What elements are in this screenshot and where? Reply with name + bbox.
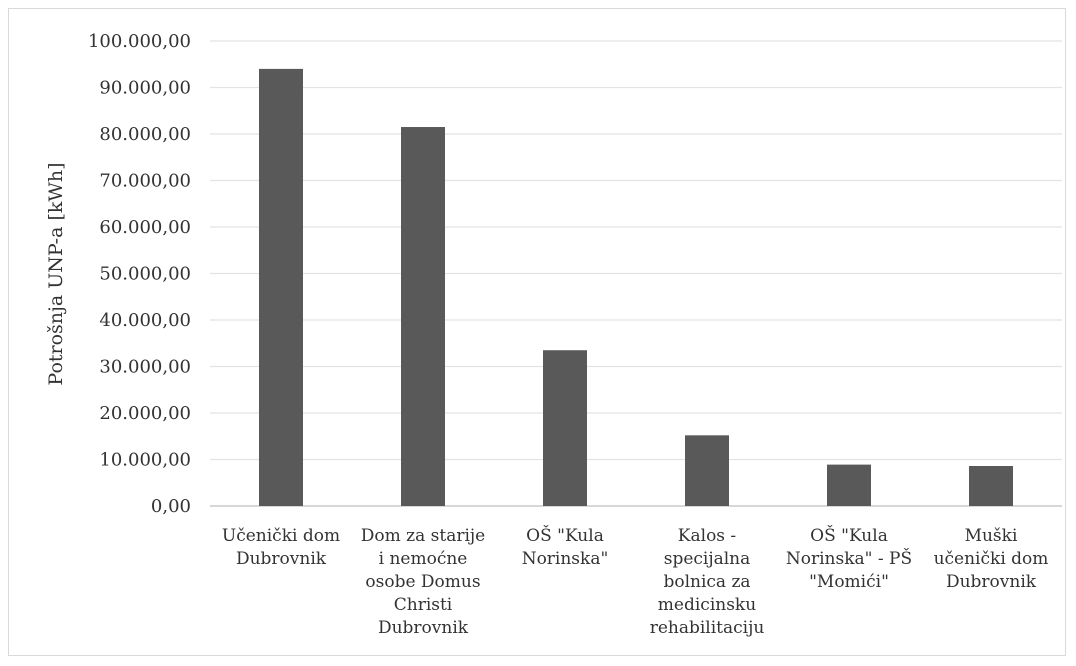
- category-labels: Učenički dom Dubrovnik Dom za starije i nem…: [222, 525, 1049, 638]
- y-tick-label: 90.000,00: [99, 78, 191, 99]
- y-tick-label: 40.000,00: [99, 310, 191, 331]
- x-category-label: Kalos -specijalna bolnica za medicinsku reh…: [650, 526, 765, 638]
- y-tick-label: 70.000,00: [99, 171, 191, 192]
- bar: [969, 466, 1013, 506]
- x-category-label: Dom za starije i nemoćne osobe Domus Christ…: [361, 526, 485, 638]
- bars: [259, 68, 1013, 507]
- x-category-label: Učenički dom Dubrovnik: [222, 526, 340, 569]
- bar: [543, 350, 587, 506]
- y-tick-label: 20.000,00: [99, 403, 191, 424]
- y-tick-label: 60.000,00: [99, 217, 191, 238]
- y-tick-label: 80.000,00: [99, 124, 191, 145]
- y-tick-label: 0,00: [151, 496, 191, 517]
- y-tick-label: 10.000,00: [99, 450, 191, 471]
- chart-frame: [8, 8, 1066, 656]
- y-axis-title: Potrošnja UNP-a [kWh]: [45, 162, 67, 385]
- y-axis-ticks: 0,00 10.000,00 20.000,00 30.000,00 40.000,00…: [88, 31, 191, 517]
- y-tick-label: 100.000,00: [88, 31, 191, 52]
- x-category-label: Muški učenički dom Dubrovnik: [934, 526, 1049, 592]
- bar: [827, 464, 871, 506]
- y-tick-label: 30.000,00: [99, 357, 191, 378]
- gridlines: [210, 40, 1062, 507]
- bar: [259, 68, 303, 507]
- bar: [685, 435, 729, 506]
- y-tick-label: 50.000,00: [99, 264, 191, 285]
- x-category-label: OŠ "Kula Norinska" - PŠ "Momići": [786, 525, 912, 592]
- x-category-label: OŠ "Kula Norinska": [522, 525, 609, 569]
- bar: [401, 127, 445, 507]
